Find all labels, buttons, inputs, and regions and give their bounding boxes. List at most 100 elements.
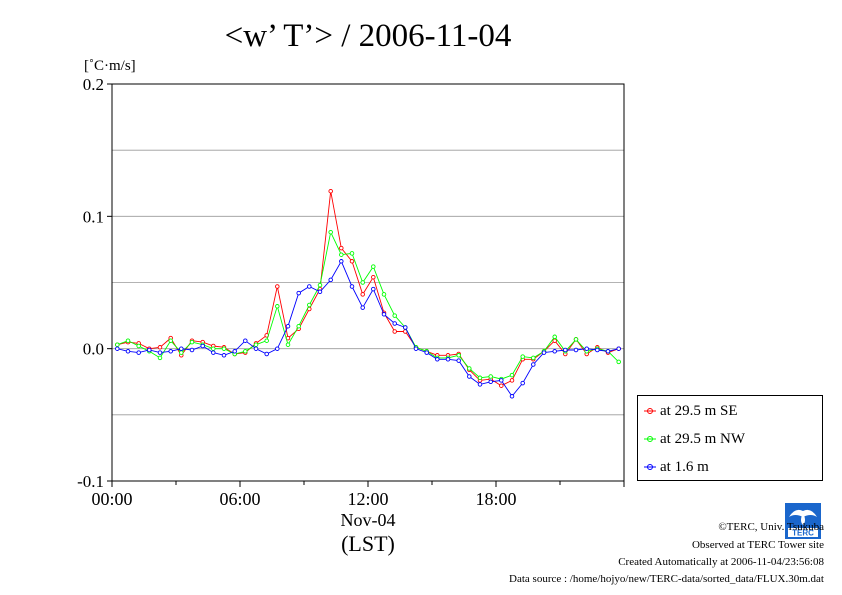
data-point xyxy=(360,292,365,297)
data-point xyxy=(499,378,504,383)
data-point xyxy=(317,282,323,288)
data-point xyxy=(595,347,600,353)
data-point xyxy=(168,338,173,343)
data-point xyxy=(456,353,461,358)
data-point xyxy=(520,380,525,386)
data-point xyxy=(477,382,483,387)
data-point xyxy=(573,347,579,353)
series-line xyxy=(117,230,620,380)
data-point xyxy=(157,355,163,361)
data-point xyxy=(179,350,184,355)
data-point xyxy=(157,350,163,355)
data-point xyxy=(243,338,248,343)
data-point xyxy=(349,251,355,256)
data-point xyxy=(264,351,269,357)
data-point xyxy=(456,358,461,363)
data-point xyxy=(339,259,344,264)
data-point xyxy=(392,329,397,334)
data-point xyxy=(360,305,365,310)
data-point xyxy=(552,338,557,343)
x-tick-label: 18:00 xyxy=(475,489,516,509)
data-point xyxy=(200,343,205,349)
data-point xyxy=(552,334,557,340)
data-point xyxy=(360,280,365,285)
data-point xyxy=(115,342,120,347)
data-point xyxy=(179,346,184,351)
data-point xyxy=(296,290,301,296)
data-point xyxy=(136,343,141,349)
data-point xyxy=(328,229,333,235)
data-point xyxy=(435,357,440,362)
data-point xyxy=(285,342,291,347)
x-axis-label: (LST) xyxy=(341,531,395,556)
data-point xyxy=(541,350,547,355)
data-point xyxy=(115,346,120,351)
x-tick-label: 12:00 xyxy=(347,489,388,509)
data-point xyxy=(211,346,216,351)
data-point xyxy=(147,347,152,353)
data-point xyxy=(477,375,483,381)
data-point xyxy=(488,374,493,379)
terc-logo-icon: TERC xyxy=(785,503,821,539)
data-point xyxy=(296,323,301,329)
data-point xyxy=(403,325,408,330)
legend-label-nw: at 29.5 m NW xyxy=(660,430,745,447)
data-point xyxy=(605,349,611,354)
data-point xyxy=(349,284,355,289)
data-point xyxy=(509,394,515,399)
legend-item-se: at 29.5 m SE xyxy=(644,400,738,422)
data-point xyxy=(125,349,131,354)
data-point xyxy=(616,346,621,351)
data-point xyxy=(275,346,280,351)
footer-created: Created Automatically at 2006-11-04/23:5… xyxy=(618,556,824,568)
series-1 xyxy=(115,229,621,382)
chart-title: <w’ T’> / 2006-11-04 xyxy=(225,18,512,54)
data-point xyxy=(328,277,333,283)
data-point xyxy=(317,289,323,295)
legend-item-nw: at 29.5 m NW xyxy=(644,428,745,450)
data-point xyxy=(445,357,451,362)
data-point xyxy=(616,359,621,365)
data-point xyxy=(509,372,515,378)
data-point xyxy=(349,259,355,264)
data-point xyxy=(563,347,568,353)
series-line xyxy=(117,191,619,387)
footer-observed: Observed at TERC Tower site xyxy=(691,539,824,551)
data-point xyxy=(424,350,429,355)
data-point xyxy=(253,346,259,351)
data-point xyxy=(136,350,141,355)
data-point xyxy=(189,339,195,345)
legend: at 29.5 m SE at 29.5 m NW at 1.6 m xyxy=(637,395,823,481)
y-tick-label: 0.1 xyxy=(83,207,104,226)
legend-item-1-6m: at 1.6 m xyxy=(644,456,709,478)
data-point xyxy=(211,350,216,355)
data-point xyxy=(531,355,536,361)
data-point xyxy=(253,342,259,347)
data-point xyxy=(157,345,163,350)
data-point xyxy=(413,346,419,351)
svg-text:TERC: TERC xyxy=(792,529,814,538)
grid-lines xyxy=(112,149,624,416)
data-point xyxy=(243,349,248,354)
legend-marker-1-6m xyxy=(644,464,656,470)
footer-source: Data source : /home/hojyo/new/TERC-data/… xyxy=(509,573,824,585)
y-tick-label: -0.1 xyxy=(77,472,104,491)
data-point xyxy=(339,252,344,257)
data-point xyxy=(381,312,387,317)
data-point xyxy=(467,366,472,371)
axis-ticks: -0.1 0.0 0.1 0.2 00:00 06:00 12:00 18:00 xyxy=(77,75,625,509)
data-point xyxy=(328,188,333,194)
data-point xyxy=(584,346,589,351)
legend-marker-se xyxy=(644,408,656,414)
data-point xyxy=(285,323,291,329)
series-line xyxy=(117,260,619,398)
x-axis-date-label: Nov-04 xyxy=(341,510,396,530)
data-point xyxy=(531,362,536,367)
x-tick-label: 06:00 xyxy=(219,489,260,509)
data-point xyxy=(264,338,269,343)
legend-marker-nw xyxy=(644,436,656,442)
series-lines xyxy=(115,188,621,399)
y-axis-label: [˚C·m/s] xyxy=(84,58,136,74)
data-point xyxy=(339,245,344,251)
